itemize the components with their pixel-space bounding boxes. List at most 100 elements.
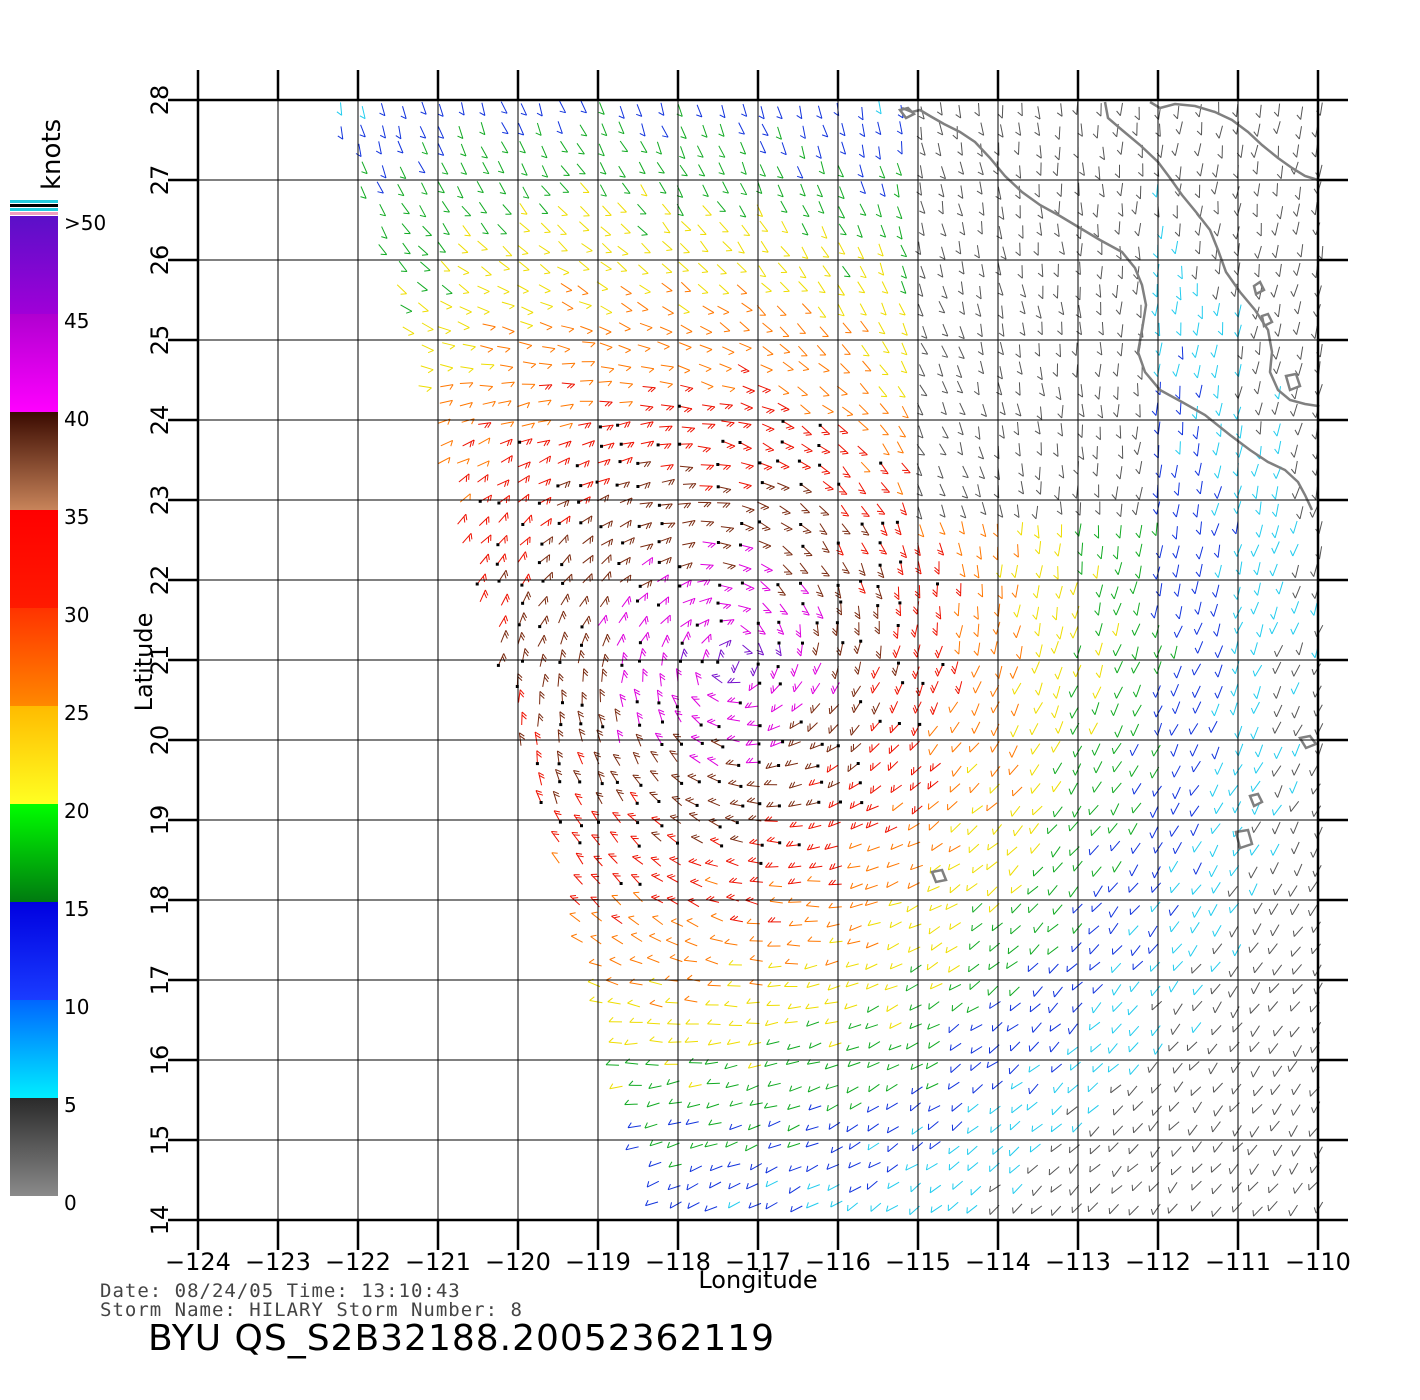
wind-barb — [1213, 544, 1221, 558]
wind-barb — [580, 206, 590, 217]
wind-barb — [1193, 622, 1203, 635]
wind-barb — [915, 681, 925, 697]
wind-barb — [1177, 421, 1184, 436]
wind-barb — [684, 995, 698, 1003]
wind-barb — [695, 671, 702, 686]
wind-barb — [806, 843, 821, 851]
wind-barb — [1210, 603, 1218, 617]
wind-barb — [727, 697, 742, 705]
wind-barb — [1056, 103, 1063, 117]
wind-barb — [1271, 541, 1280, 554]
wind-barb — [969, 940, 980, 950]
wind-barb — [1211, 1121, 1221, 1133]
wind-barb — [787, 1103, 801, 1110]
wind-barb — [1249, 1041, 1260, 1053]
wind-barb — [740, 624, 752, 635]
wind-barb — [1028, 1041, 1040, 1052]
wind-barb — [1148, 1182, 1160, 1192]
wind-barb — [636, 104, 643, 117]
wind-barb — [1034, 623, 1041, 637]
wind-barb — [958, 346, 965, 359]
wind-barb — [442, 342, 456, 350]
wind-barb — [1037, 366, 1043, 381]
wind-barb — [1094, 602, 1101, 616]
wind-barb — [865, 942, 879, 949]
wind-barb — [967, 1125, 979, 1134]
wind-barb — [1093, 484, 1100, 498]
wind-barb — [1095, 623, 1103, 637]
wind-barb — [705, 956, 719, 965]
wind-barb — [746, 1084, 759, 1092]
wind-barb — [1169, 882, 1180, 894]
wind-barb — [974, 426, 981, 440]
wind-barb — [650, 751, 659, 763]
wind-barb — [971, 922, 983, 932]
wind-barb — [1170, 645, 1178, 659]
wind-barb — [770, 665, 780, 679]
wind-barb — [1253, 1085, 1264, 1097]
wind-barb — [1169, 723, 1179, 736]
wind-barb — [821, 226, 828, 239]
lon-tick-label: −113 — [1045, 1248, 1111, 1276]
wind-barb — [1092, 781, 1102, 793]
wind-barb — [1210, 823, 1221, 835]
wind-barb — [788, 1165, 802, 1172]
wind-barb — [801, 443, 813, 454]
wind-barb — [877, 243, 884, 257]
wind-barb — [696, 145, 704, 158]
wind-barb — [437, 126, 445, 139]
wind-barb — [999, 402, 1006, 416]
wind-barb — [760, 581, 771, 592]
wind-barb — [912, 701, 922, 714]
wind-barb — [1110, 962, 1122, 974]
wind-barb — [790, 1205, 803, 1213]
wind-barb — [699, 597, 713, 605]
wind-barb — [798, 281, 808, 292]
wind-barb — [837, 164, 844, 178]
wind-barb — [929, 904, 942, 912]
wind-barb — [1252, 161, 1259, 175]
wind-barb — [763, 779, 778, 786]
wind-barb — [875, 645, 882, 660]
wind-barb — [839, 122, 846, 137]
wind-barb — [1191, 1180, 1202, 1191]
wind-barb — [1271, 503, 1279, 518]
wind-barb — [1113, 602, 1122, 616]
colorbar-label: 5 — [64, 1093, 77, 1117]
wind-barb — [727, 980, 741, 987]
wind-barb — [848, 1141, 861, 1150]
wind-barb — [1110, 703, 1119, 716]
wind-barb — [537, 419, 552, 426]
wind-barb — [618, 105, 625, 119]
wind-barb — [662, 221, 671, 234]
wind-barb — [601, 123, 608, 137]
wind-barb — [654, 732, 664, 746]
wind-barb — [1131, 1181, 1143, 1192]
wind-barb — [1217, 322, 1224, 336]
wind-barb — [1311, 202, 1318, 216]
wind-barb — [497, 160, 505, 174]
wind-barb — [806, 981, 820, 988]
wind-barb — [1114, 164, 1120, 179]
wind-barb — [788, 739, 801, 747]
wind-barb — [890, 843, 904, 850]
wind-barb — [819, 386, 830, 397]
wind-barb — [764, 816, 778, 822]
wind-barb — [738, 122, 745, 135]
wind-barb — [557, 457, 571, 466]
wind-barb — [702, 205, 712, 216]
wind-barb — [688, 858, 702, 867]
wind-barb — [782, 545, 793, 556]
wind-barb — [1111, 1185, 1123, 1194]
wind-barb — [1295, 126, 1302, 140]
wind-barb — [766, 1000, 780, 1006]
wind-barb — [948, 1023, 960, 1034]
wind-barb — [887, 761, 899, 771]
wind-barb — [1115, 466, 1123, 480]
wind-barb — [1035, 644, 1043, 658]
wind-barb — [1251, 821, 1262, 833]
wind-barb — [1128, 1025, 1140, 1037]
wind-barb — [600, 226, 612, 237]
wind-barb — [948, 845, 961, 853]
wind-barb — [700, 649, 710, 664]
